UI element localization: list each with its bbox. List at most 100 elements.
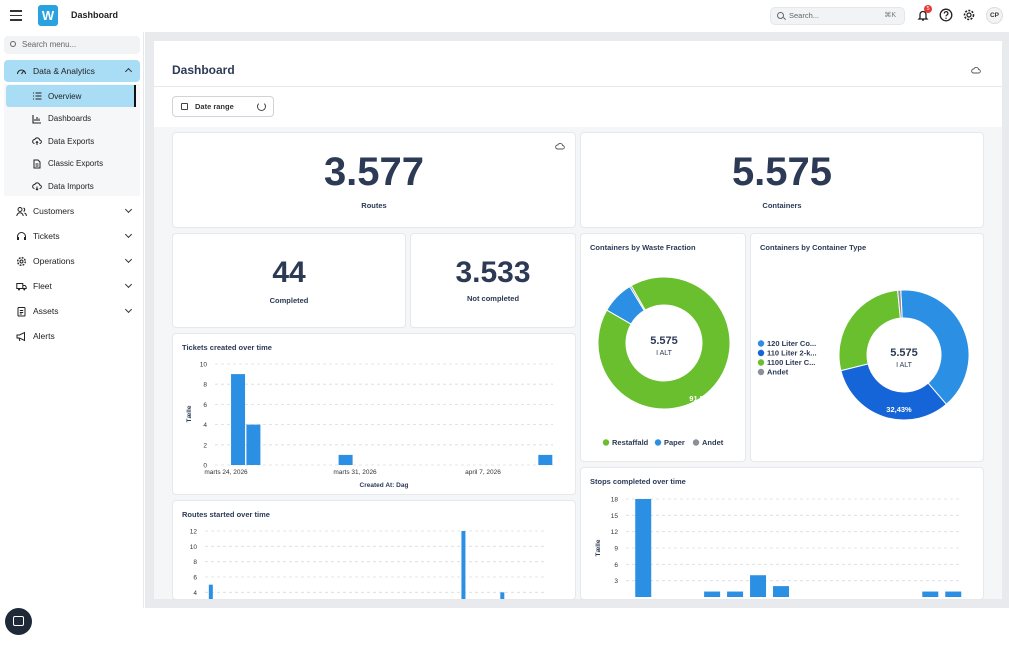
bar [635,499,652,597]
chart-title: Routes started over time [182,510,270,519]
y-tick-label: 18 [611,497,619,504]
y-tick-label: 4 [203,422,207,429]
donut-center-value: 5.575 [890,347,918,359]
sidebar-item-tickets[interactable]: Tickets [4,225,140,247]
kpi-label: Containers [762,201,802,210]
donut-slice [840,363,948,421]
sidebar-subitem-label: Data Imports [48,181,94,191]
bar [727,591,744,597]
gear-icon [17,256,26,266]
chat-button[interactable] [5,608,32,635]
sidebar-subitem-overview[interactable]: Overview [6,85,136,107]
sidebar-item-label: Data & Analytics [33,66,95,76]
menu-icon[interactable] [10,10,22,21]
date-range-label: Date range [195,102,234,111]
y-axis-label: Tælle [595,539,602,556]
search-icon [10,41,16,47]
legend-label: Paper [664,438,685,447]
sidebar-search-input[interactable]: Search menu... [4,36,140,54]
avatar[interactable]: CP [986,7,1003,24]
sidebar-subitem-data-exports[interactable]: Data Exports [6,130,136,152]
sidebar-subitem-label: Data Exports [48,136,95,146]
clipboard-icon [17,306,26,316]
y-tick-label: 4 [193,590,197,597]
donut-slice [897,289,903,319]
gauge-icon [16,68,27,74]
y-tick-label: 0 [203,463,207,470]
sidebar: Search menu... Data & Analytics Overview… [0,32,144,635]
sidebar-item-operations[interactable]: Operations [4,250,140,272]
cloud-upload-icon [32,137,42,145]
sidebar-subitem-data-imports[interactable]: Data Imports [6,175,136,197]
y-tick-label: 9 [614,546,618,553]
y-tick-label: 3 [614,578,618,585]
sidebar-item-data-analytics[interactable]: Data & Analytics [4,60,140,82]
legend-label: 110 Liter 2-k... [767,349,817,358]
kpi-value: 5.575 [731,150,833,194]
slice-label: 91,59% [689,394,715,403]
sidebar-item-fleet[interactable]: Fleet [4,275,140,297]
headset-icon [17,231,26,240]
y-tick-label: 2 [203,442,207,449]
sidebar-item-alerts[interactable]: Alerts [4,325,140,347]
bar [231,374,246,465]
search-shortcut: ⌘K [884,12,896,19]
search-placeholder: Search... [789,11,820,20]
megaphone-icon [16,331,25,341]
bar [773,586,790,597]
chart-card-stops: Stops completed over time 3 6 9 12 15 18 Tælle [580,467,984,600]
users-icon [16,206,27,216]
chart-title: Tickets created over time [182,343,272,352]
gear-icon[interactable] [962,8,976,22]
donut-slice [597,276,731,410]
page-title: Dashboard [172,63,235,77]
sidebar-item-assets[interactable]: Assets [4,300,140,322]
chart-title: Containers by Container Type [760,243,867,252]
global-search-input[interactable]: Search... ⌘K [770,7,905,25]
reset-icon[interactable] [257,102,266,111]
donut-slice [900,289,970,406]
sidebar-subitem-classic-exports[interactable]: Classic Exports [6,153,136,175]
kpi-card-routes: 3.577 Routes [172,132,576,228]
legend-dot [757,368,765,376]
notification-badge: 5 [924,5,932,13]
kpi-value: 3.533 [455,256,531,289]
list-icon [33,92,42,100]
chart-card-tickets: Tickets created over time 0 2 4 6 8 10 Tælle ma… [172,333,576,495]
calendar-icon [181,103,188,110]
donut-center-label: I ALT [656,350,673,357]
y-tick-label: 10 [190,544,198,551]
y-tick-label: 12 [190,529,198,536]
y-tick-label: 10 [200,362,208,369]
bar [945,591,962,597]
filter-bar: Date range [154,87,1002,127]
x-tick-label: april 7, 2026 [465,469,501,476]
bar [338,454,353,465]
chat-icon [13,616,24,626]
document-icon [33,159,41,168]
sidebar-item-label: Fleet [33,281,52,291]
search-icon [777,12,784,19]
cloud-download-icon[interactable] [971,66,981,74]
sidebar-subitem-dashboards[interactable]: Dashboards [6,108,136,130]
date-range-button[interactable]: Date range [172,96,274,117]
help-icon[interactable] [939,8,953,22]
chevron-down-icon [124,230,133,239]
kpi-label: Routes [361,201,387,210]
sidebar-subitem-label: Overview [48,91,82,101]
sidebar-item-label: Tickets [33,231,60,241]
legend-label: 1100 Liter C... [767,358,815,367]
kpi-label: Not completed [466,294,520,303]
sidebar-item-customers[interactable]: Customers [4,200,140,222]
y-tick-label: 8 [193,559,197,566]
app-logo[interactable]: W [38,5,58,26]
chart-card-waste-fraction: Containers by Waste Fraction 91,59% 5.575… [580,233,746,462]
legend-dot [602,439,610,446]
legend-dot [757,349,765,357]
kpi-value: 3.577 [323,150,425,194]
x-tick-label: marts 24, 2026 [204,469,248,476]
bar [922,591,939,597]
bar [500,592,505,599]
y-tick-label: 6 [193,575,197,582]
cloud-download-icon[interactable] [555,142,565,150]
